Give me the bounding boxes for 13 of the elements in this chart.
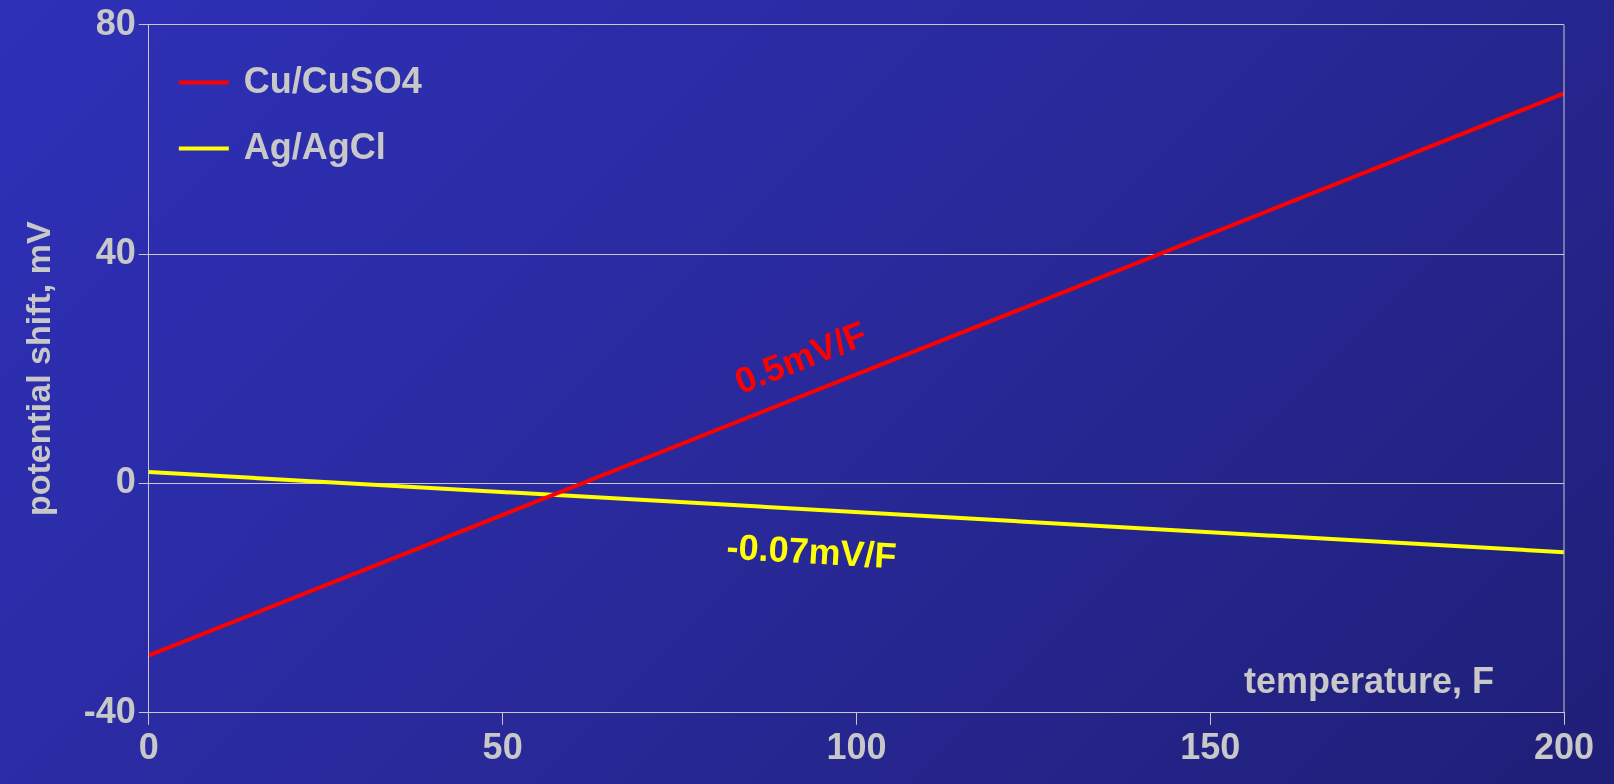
y-tick-label: -40 xyxy=(83,689,136,731)
y-axis-title: potential shift, mV xyxy=(18,221,57,517)
legend-label: Cu/CuSO4 xyxy=(243,59,422,101)
x-tick-label: 50 xyxy=(482,726,523,768)
annotation: -0.07mV/F xyxy=(725,525,898,577)
x-tick-label: 200 xyxy=(1533,726,1595,768)
x-tick-label: 150 xyxy=(1180,726,1241,768)
y-tick-label: 80 xyxy=(95,1,136,43)
legend-label: Ag/AgCl xyxy=(243,125,386,167)
y-tick-label: 40 xyxy=(95,230,136,272)
x-tick-label: 100 xyxy=(826,726,887,768)
x-axis-title: temperature, F xyxy=(1243,659,1494,701)
y-tick-label: 0 xyxy=(115,460,136,502)
